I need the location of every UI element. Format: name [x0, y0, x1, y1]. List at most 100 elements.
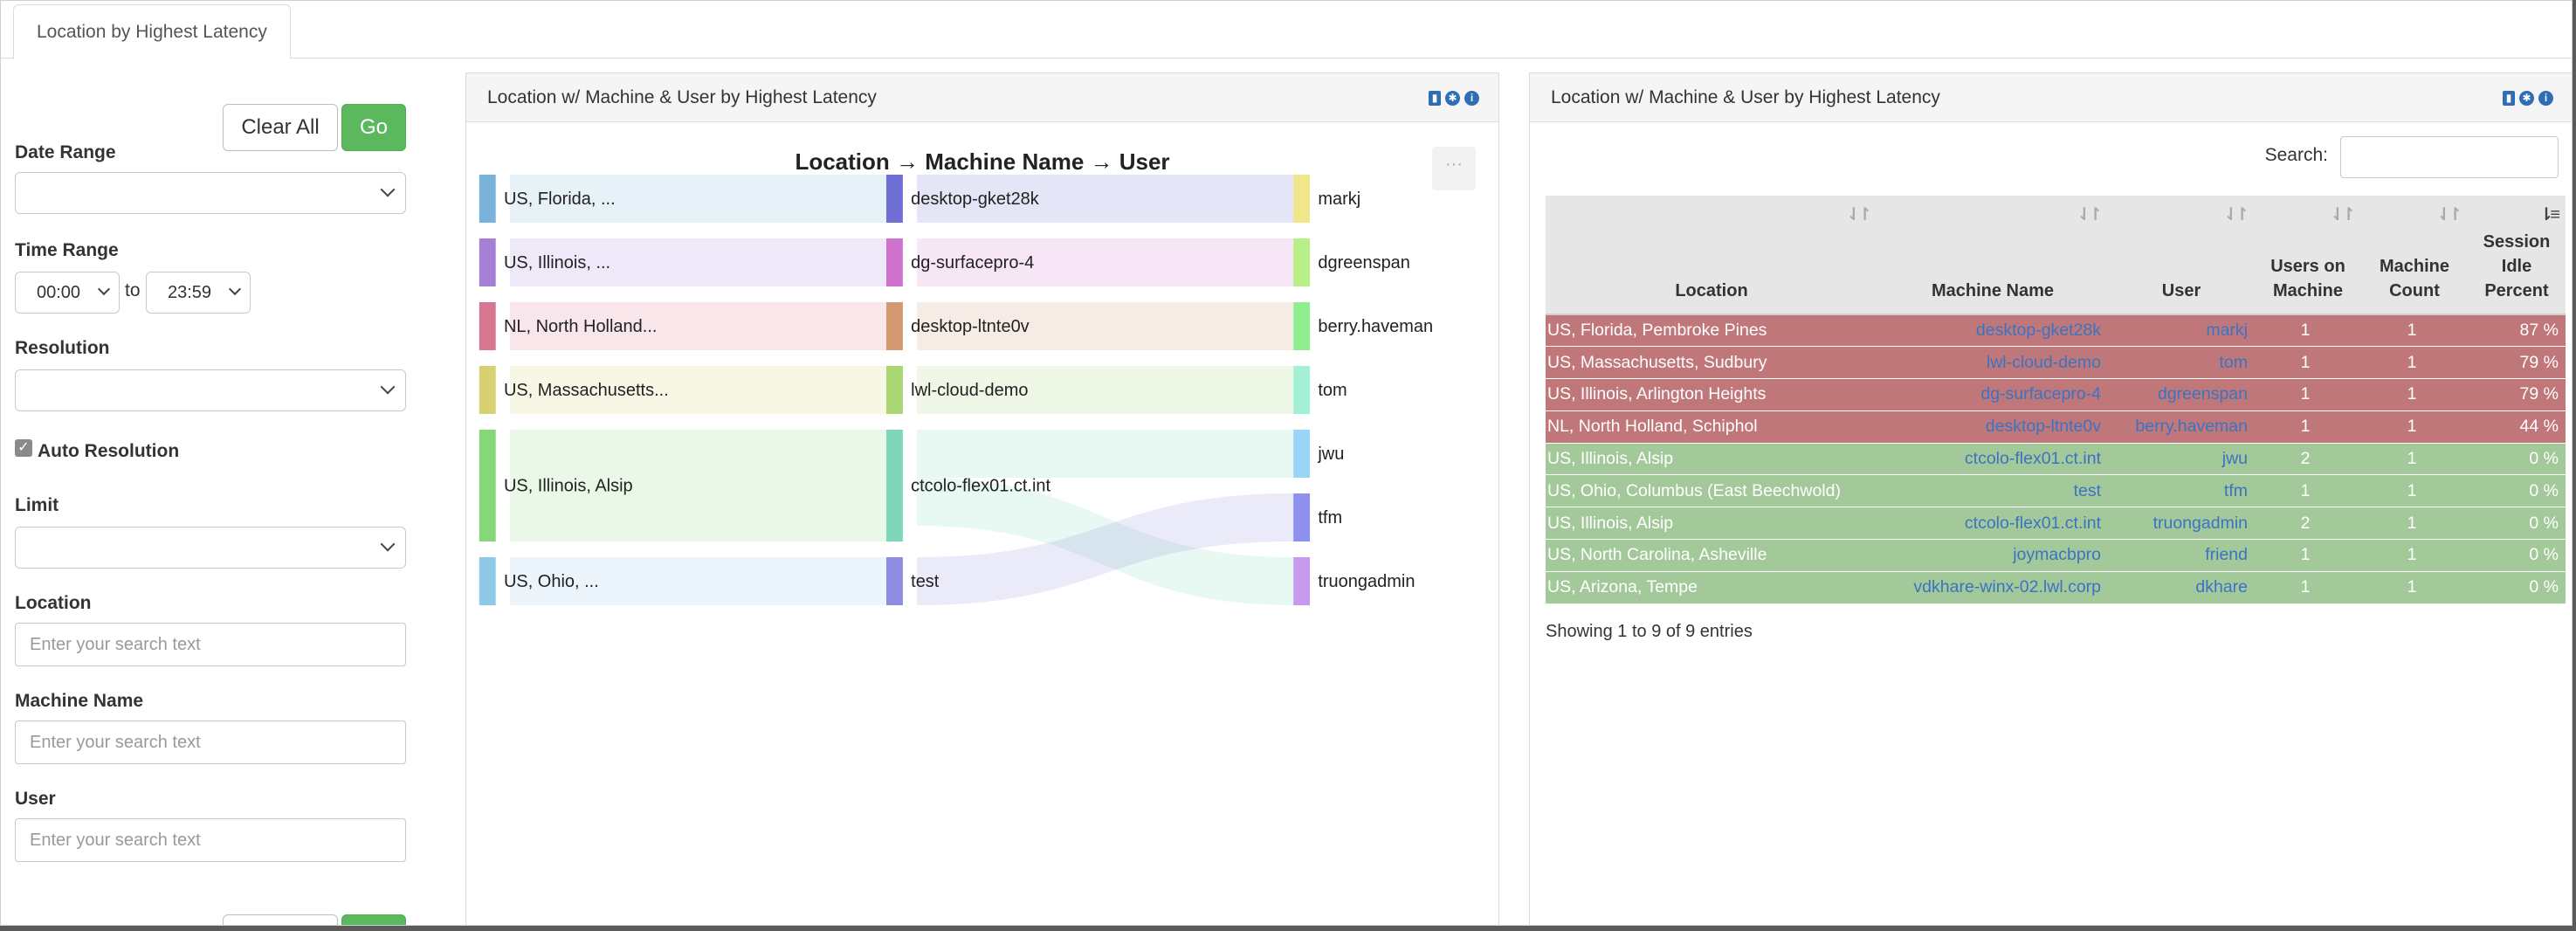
- go-button[interactable]: Go: [341, 104, 406, 151]
- table-row[interactable]: US, Illinois, Arlington Heights dg-surfac…: [1546, 378, 2566, 411]
- cell-machine-link[interactable]: test: [1877, 474, 2108, 508]
- sankey-link[interactable]: [509, 301, 886, 350]
- tab-location-by-highest-latency[interactable]: Location by Highest Latency: [13, 4, 291, 59]
- sankey-link[interactable]: [917, 174, 1294, 223]
- cell-user-link[interactable]: markj: [2108, 314, 2255, 348]
- cell-user-link[interactable]: dkhare: [2108, 571, 2255, 604]
- table-row[interactable]: US, Arizona, Tempe vdkhare-winx-02.lwl.co…: [1546, 571, 2566, 604]
- date-range-select[interactable]: [15, 172, 406, 214]
- cell-user-link[interactable]: truongadmin: [2108, 507, 2255, 541]
- sankey-node-machine[interactable]: [886, 174, 903, 223]
- cell-user-link[interactable]: tom: [2108, 346, 2255, 380]
- sankey-node-label: markj: [1318, 190, 1360, 209]
- sankey-node-machine[interactable]: [886, 301, 903, 350]
- col-users-on-machine[interactable]: ⇃↾ Users on Machine: [2255, 196, 2361, 315]
- cell-machine-link[interactable]: joymacbpro: [1877, 539, 2108, 572]
- sankey-link[interactable]: [917, 493, 1294, 605]
- cell-machine-link[interactable]: desktop-gket28k: [1877, 314, 2108, 348]
- clear-all-button[interactable]: Clear All: [223, 104, 338, 151]
- sankey-node-user[interactable]: [1293, 493, 1311, 542]
- user-search-input[interactable]: [15, 818, 406, 862]
- clear-all-button-bottom[interactable]: [223, 914, 338, 925]
- info-icon[interactable]: i: [2538, 91, 2553, 106]
- table-row[interactable]: US, Florida, Pembroke Pines desktop-gket2…: [1546, 314, 2566, 348]
- sankey-link[interactable]: [917, 301, 1294, 350]
- auto-resolution-checkbox[interactable]: ✓: [15, 439, 32, 457]
- time-to-select[interactable]: 23:59: [146, 272, 251, 314]
- gear-icon[interactable]: ✱: [2519, 91, 2534, 106]
- cell-machine-link[interactable]: dg-surfacepro-4: [1877, 378, 2108, 411]
- table-row[interactable]: US, Ohio, Columbus (East Beechwold) test t…: [1546, 474, 2566, 508]
- info-icon[interactable]: i: [1464, 91, 1479, 106]
- sankey-link[interactable]: [917, 429, 1294, 478]
- sankey-node-machine[interactable]: [886, 365, 903, 414]
- table-row[interactable]: US, Massachusetts, Sudbury lwl-cloud-demo…: [1546, 346, 2566, 380]
- cell-user-link[interactable]: dgreenspan: [2108, 378, 2255, 411]
- table-row[interactable]: US, Illinois, Alsip ctcolo-flex01.ct.int j…: [1546, 443, 2566, 476]
- limit-select[interactable]: [15, 527, 406, 569]
- panel-actions: ▮ ✱ i: [1424, 91, 1479, 107]
- sankey-node-location[interactable]: [479, 557, 496, 606]
- resolution-select[interactable]: [15, 369, 406, 411]
- sankey-node-location[interactable]: [479, 174, 496, 223]
- sankey-node-machine[interactable]: [886, 238, 903, 286]
- gear-icon[interactable]: ✱: [1445, 91, 1460, 106]
- sankey-node-location[interactable]: [479, 238, 496, 286]
- cell-machine-link[interactable]: ctcolo-flex01.ct.int: [1877, 443, 2108, 476]
- sankey-link[interactable]: [509, 238, 886, 286]
- cell-machine-link[interactable]: vdkhare-winx-02.lwl.corp: [1877, 571, 2108, 604]
- sankey-link[interactable]: [509, 365, 886, 414]
- cell-user-link[interactable]: friend: [2108, 539, 2255, 572]
- table-row[interactable]: NL, North Holland, Schiphol desktop-ltnte…: [1546, 410, 2566, 444]
- sankey-node-user[interactable]: [1293, 174, 1311, 223]
- col-machine-name[interactable]: ⇃↾ Machine Name: [1877, 196, 2108, 315]
- col-session-idle-percent[interactable]: ⇂≡ Session Idle Percent: [2468, 196, 2566, 315]
- sankey-node-label: lwl-cloud-demo: [911, 381, 1028, 400]
- go-button-bottom[interactable]: [341, 914, 406, 925]
- sankey-link[interactable]: [917, 477, 1294, 605]
- sankey-link[interactable]: [509, 174, 886, 223]
- machine-filter-label: Machine Name: [15, 691, 144, 711]
- sankey-node-user[interactable]: [1293, 238, 1311, 286]
- cell-location: US, Massachusetts, Sudbury: [1546, 346, 1877, 380]
- sankey-chart: US, Florida, ... US, Illinois, ... NL, Nor…: [479, 174, 1433, 606]
- col-location[interactable]: ⇃↾ Location: [1546, 196, 1877, 315]
- cell-user-link[interactable]: jwu: [2108, 443, 2255, 476]
- sankey-node-location[interactable]: [479, 429, 496, 542]
- sankey-link[interactable]: [917, 365, 1294, 414]
- sankey-link[interactable]: [509, 429, 886, 541]
- sankey-node-location[interactable]: [479, 301, 496, 350]
- table-row[interactable]: US, Illinois, Alsip ctcolo-flex01.ct.int t…: [1546, 507, 2566, 541]
- chart-context-menu-button[interactable]: ···: [1432, 147, 1476, 190]
- sankey-node-location[interactable]: [479, 365, 496, 414]
- time-from-select[interactable]: 00:00: [15, 272, 120, 314]
- sankey-link[interactable]: [917, 238, 1294, 286]
- location-search-input[interactable]: [15, 623, 406, 666]
- cell-user-link[interactable]: tfm: [2108, 474, 2255, 508]
- sankey-link[interactable]: [509, 556, 886, 605]
- sankey-node-machine[interactable]: [886, 429, 903, 542]
- trash-icon[interactable]: ▮: [1429, 91, 1441, 106]
- table-search-input[interactable]: [2340, 136, 2559, 178]
- table-panel: Location w/ Machine & User by Highest La…: [1529, 72, 2572, 925]
- machine-search-input[interactable]: [15, 721, 406, 764]
- sankey-node-user[interactable]: [1293, 429, 1311, 478]
- cell-users-on-machine: 1: [2255, 378, 2361, 411]
- table-row[interactable]: US, North Carolina, Asheville joymacbpro f…: [1546, 539, 2566, 572]
- time-range-to-text: to: [125, 280, 141, 300]
- col-user[interactable]: ⇃↾ User: [2108, 196, 2255, 315]
- sankey-node-label: berry.haveman: [1318, 317, 1433, 336]
- sankey-node-label: test: [911, 572, 940, 591]
- cell-machine-count: 1: [2361, 571, 2468, 604]
- location-filter-label: Location: [15, 593, 92, 613]
- cell-machine-link[interactable]: ctcolo-flex01.ct.int: [1877, 507, 2108, 541]
- col-machine-count[interactable]: ⇃↾ Machine Count: [2361, 196, 2468, 315]
- cell-machine-link[interactable]: lwl-cloud-demo: [1877, 346, 2108, 380]
- cell-user-link[interactable]: berry.haveman: [2108, 410, 2255, 444]
- sankey-node-user[interactable]: [1293, 365, 1311, 414]
- sankey-node-user[interactable]: [1293, 557, 1311, 606]
- cell-machine-link[interactable]: desktop-ltnte0v: [1877, 410, 2108, 444]
- sankey-node-machine[interactable]: [886, 557, 903, 606]
- sankey-node-user[interactable]: [1293, 301, 1311, 350]
- trash-icon[interactable]: ▮: [2503, 91, 2515, 106]
